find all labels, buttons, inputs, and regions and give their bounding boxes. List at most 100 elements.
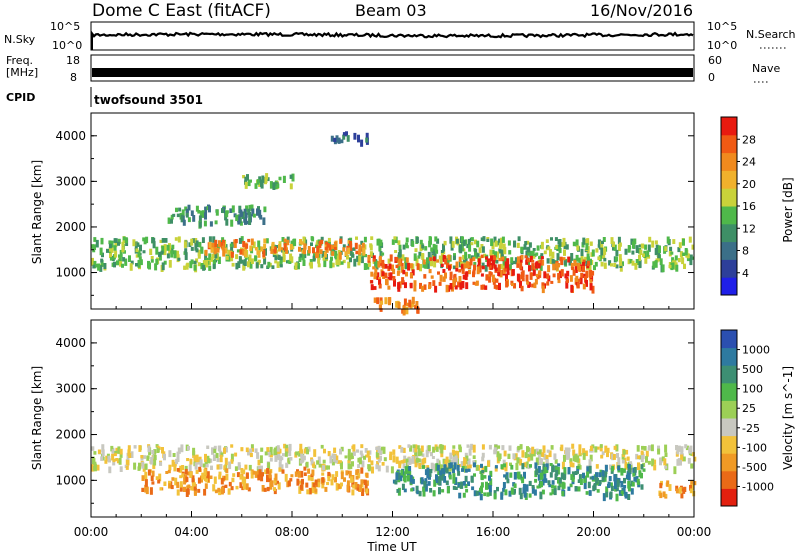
echo-cell	[429, 257, 433, 261]
echo-cell	[279, 260, 283, 267]
echo-cell	[398, 445, 402, 449]
echo-cell	[439, 470, 443, 476]
echo-cell	[461, 466, 465, 471]
echo-cell	[346, 484, 350, 492]
nsky-tick-bottom: 10^0	[52, 39, 82, 52]
nsearch-tick-top: 10^5	[707, 20, 737, 33]
echo-cell	[618, 490, 622, 496]
echo-cell	[582, 265, 585, 273]
echo-cell	[213, 476, 217, 484]
echo-cell	[243, 476, 247, 484]
echo-cell	[409, 445, 413, 452]
echo-cell	[100, 456, 104, 461]
echo-cell	[452, 468, 455, 474]
echo-cell	[220, 242, 224, 249]
echo-cell	[603, 247, 607, 255]
echo-cell	[610, 263, 613, 267]
echo-cell	[203, 468, 207, 476]
echo-cell	[408, 299, 412, 308]
echo-cell	[492, 257, 495, 266]
echo-cell	[203, 488, 207, 496]
echo-cell	[421, 285, 425, 292]
echo-cell	[404, 282, 407, 289]
echo-cell	[433, 262, 437, 268]
echo-cell	[379, 455, 382, 461]
echo-cell	[594, 446, 598, 453]
echo-cell	[464, 483, 468, 489]
echo-cell	[602, 493, 606, 502]
echo-cell	[447, 285, 451, 292]
echo-cell	[688, 236, 692, 243]
echo-cell	[249, 261, 253, 269]
echo-cell	[419, 282, 422, 289]
echo-cell	[193, 455, 197, 463]
echo-cell	[589, 445, 593, 451]
echo-cell	[300, 455, 304, 463]
echo-cell	[531, 486, 535, 494]
echo-cell	[267, 462, 271, 470]
echo-cell	[311, 486, 315, 494]
echo-cell	[689, 488, 693, 494]
echo-cell	[381, 259, 385, 268]
echo-cell	[404, 262, 408, 270]
echo-cell	[491, 274, 495, 283]
echo-cell	[247, 450, 250, 456]
echo-cell	[206, 455, 210, 459]
echo-cell	[278, 467, 282, 472]
echo-cell	[481, 452, 485, 458]
echo-cell	[395, 257, 399, 262]
x-tick-label: 04:00	[174, 525, 209, 539]
echo-cell	[589, 283, 593, 291]
echo-cell	[426, 260, 430, 269]
echo-cell	[356, 449, 359, 453]
echo-cell	[587, 260, 591, 267]
echo-cell	[347, 462, 351, 470]
echo-cell	[609, 464, 612, 470]
echo-cell	[205, 464, 209, 468]
colorbar-segment	[721, 382, 737, 401]
echo-cell	[365, 480, 369, 486]
echo-cell	[193, 487, 197, 496]
echo-cell	[636, 445, 640, 452]
echo-cell	[590, 275, 594, 282]
echo-cell	[668, 264, 672, 268]
echo-cell	[574, 262, 577, 267]
echo-cell	[520, 285, 524, 292]
echo-cell	[114, 238, 118, 243]
echo-cell	[195, 258, 199, 263]
echo-cell	[260, 246, 264, 252]
echo-cell	[497, 264, 501, 273]
echo-cell	[448, 474, 452, 480]
echo-cell	[338, 460, 342, 464]
echo-cell	[669, 246, 673, 253]
echo-cell	[355, 476, 359, 480]
echo-cell	[385, 465, 389, 473]
echo-cell	[523, 491, 527, 498]
echo-cell	[402, 305, 406, 310]
echo-cell	[405, 242, 409, 248]
echo-cell	[484, 285, 488, 290]
echo-cell	[408, 458, 412, 465]
echo-cell	[475, 280, 479, 286]
echo-cell	[377, 465, 381, 472]
echo-cell	[110, 445, 114, 452]
echo-cell	[179, 475, 183, 479]
echo-cell	[365, 454, 369, 458]
echo-cell	[645, 456, 648, 463]
echo-cell	[256, 179, 260, 185]
echo-cell	[557, 477, 560, 484]
echo-cell	[554, 459, 558, 464]
echo-cell	[225, 473, 229, 481]
echo-cell	[586, 264, 590, 269]
echo-cell	[264, 177, 268, 183]
echo-cell	[281, 237, 285, 242]
echo-cell	[411, 269, 415, 276]
echo-cell	[435, 463, 439, 471]
nsky-trace	[90, 30, 694, 50]
echo-cell	[178, 467, 182, 473]
echo-cell	[458, 269, 462, 273]
echo-cell	[619, 264, 623, 272]
echo-cell	[483, 492, 487, 497]
echo-cell	[368, 450, 372, 455]
echo-cell	[365, 132, 369, 140]
